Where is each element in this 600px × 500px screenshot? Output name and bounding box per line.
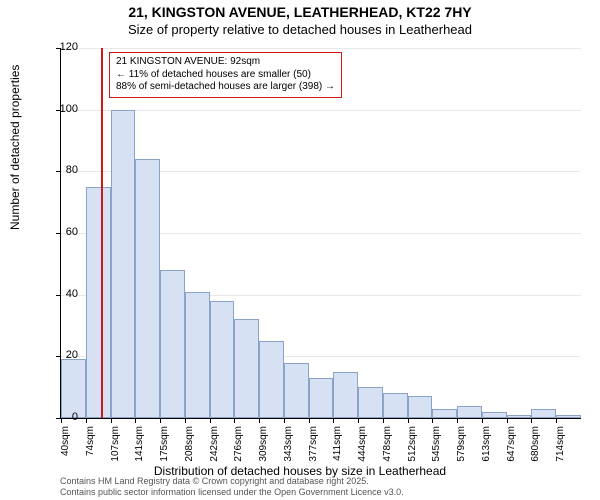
histogram-chart: 21, KINGSTON AVENUE, LEATHERHEAD, KT22 7… — [0, 0, 600, 500]
x-tick-mark — [432, 418, 433, 423]
histogram-bar — [457, 406, 482, 418]
histogram-bar — [86, 187, 111, 418]
x-tick-mark — [284, 418, 285, 423]
gridline — [61, 110, 581, 111]
histogram-bar — [284, 363, 309, 419]
x-tick-label: 40sqm — [60, 426, 71, 466]
histogram-bar — [61, 359, 86, 418]
chart-subtitle: Size of property relative to detached ho… — [0, 22, 600, 37]
x-tick-mark — [160, 418, 161, 423]
x-tick-label: 242sqm — [209, 426, 220, 466]
y-axis-label: Number of detached properties — [8, 65, 22, 230]
x-tick-label: 309sqm — [258, 426, 269, 466]
x-tick-mark — [408, 418, 409, 423]
x-tick-mark — [210, 418, 211, 423]
footnote-line-2: Contains public sector information licen… — [60, 487, 404, 498]
histogram-bar — [234, 319, 259, 418]
x-tick-label: 107sqm — [110, 426, 121, 466]
histogram-bar — [135, 159, 160, 418]
histogram-bar — [210, 301, 235, 418]
gridline — [61, 48, 581, 49]
histogram-bar — [432, 409, 457, 418]
x-tick-label: 545sqm — [431, 426, 442, 466]
x-tick-label: 647sqm — [506, 426, 517, 466]
histogram-bar — [482, 412, 507, 418]
histogram-bar — [160, 270, 185, 418]
x-tick-label: 512sqm — [407, 426, 418, 466]
x-tick-label: 377sqm — [308, 426, 319, 466]
y-tick-label: 100 — [44, 103, 78, 115]
plot-area: 21 KINGSTON AVENUE: 92sqm ← 11% of detac… — [60, 48, 581, 419]
histogram-bar — [309, 378, 334, 418]
footnote: Contains HM Land Registry data © Crown c… — [60, 476, 404, 498]
highlight-line — [101, 48, 103, 418]
chart-title: 21, KINGSTON AVENUE, LEATHERHEAD, KT22 7… — [0, 4, 600, 20]
x-tick-label: 680sqm — [530, 426, 541, 466]
x-tick-mark — [309, 418, 310, 423]
x-tick-mark — [358, 418, 359, 423]
x-tick-label: 175sqm — [159, 426, 170, 466]
y-tick-label: 120 — [44, 41, 78, 53]
annotation-line-3: 88% of semi-detached houses are larger (… — [116, 81, 335, 94]
x-tick-label: 478sqm — [382, 426, 393, 466]
histogram-bar — [383, 393, 408, 418]
y-tick-label: 40 — [44, 288, 78, 300]
x-tick-label: 444sqm — [357, 426, 368, 466]
x-tick-mark — [333, 418, 334, 423]
histogram-bar — [358, 387, 383, 418]
x-tick-mark — [259, 418, 260, 423]
x-tick-mark — [531, 418, 532, 423]
footnote-line-1: Contains HM Land Registry data © Crown c… — [60, 476, 404, 487]
histogram-bar — [531, 409, 556, 418]
x-tick-mark — [457, 418, 458, 423]
x-tick-label: 276sqm — [233, 426, 244, 466]
y-tick-label: 60 — [44, 226, 78, 238]
y-tick-label: 20 — [44, 349, 78, 361]
histogram-bar — [507, 415, 532, 418]
x-tick-mark — [185, 418, 186, 423]
histogram-bar — [185, 292, 210, 418]
x-tick-mark — [86, 418, 87, 423]
histogram-bar — [111, 110, 136, 418]
x-tick-mark — [556, 418, 557, 423]
annotation-box: 21 KINGSTON AVENUE: 92sqm ← 11% of detac… — [109, 52, 342, 98]
x-tick-label: 579sqm — [456, 426, 467, 466]
histogram-bar — [556, 415, 581, 418]
title-block: 21, KINGSTON AVENUE, LEATHERHEAD, KT22 7… — [0, 4, 600, 37]
x-tick-label: 411sqm — [332, 426, 343, 466]
y-tick-label: 80 — [44, 164, 78, 176]
x-tick-mark — [482, 418, 483, 423]
x-tick-mark — [135, 418, 136, 423]
x-tick-label: 74sqm — [85, 426, 96, 466]
x-tick-label: 343sqm — [283, 426, 294, 466]
annotation-line-2: ← 11% of detached houses are smaller (50… — [116, 69, 335, 82]
x-tick-mark — [111, 418, 112, 423]
histogram-bar — [333, 372, 358, 418]
x-tick-mark — [383, 418, 384, 423]
annotation-line-1: 21 KINGSTON AVENUE: 92sqm — [116, 56, 335, 69]
x-tick-label: 714sqm — [555, 426, 566, 466]
y-tick-label: 0 — [44, 411, 78, 423]
x-tick-mark — [507, 418, 508, 423]
histogram-bar — [408, 396, 433, 418]
histogram-bar — [259, 341, 284, 418]
x-tick-label: 208sqm — [184, 426, 195, 466]
x-tick-label: 613sqm — [481, 426, 492, 466]
x-tick-mark — [234, 418, 235, 423]
x-tick-label: 141sqm — [134, 426, 145, 466]
